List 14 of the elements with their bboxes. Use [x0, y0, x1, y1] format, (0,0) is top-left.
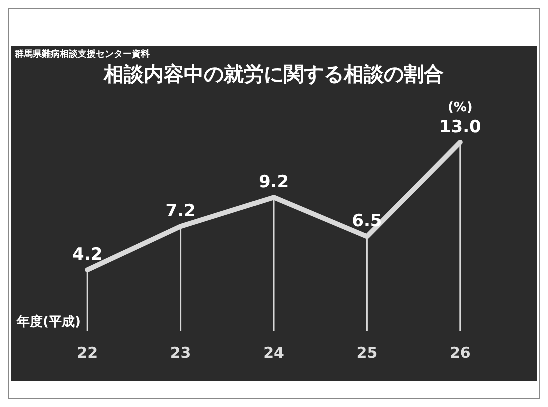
x-axis-title: 年度(平成) [16, 314, 81, 330]
data-label: 13.0 [439, 117, 482, 138]
x-tick-label: 23 [170, 344, 192, 362]
data-label: 4.2 [72, 245, 103, 266]
data-label: 6.5 [352, 212, 382, 232]
chart-title: 相談内容中の就労に関する相談の割合 [103, 62, 444, 86]
text: 群馬県難病相談支援センター資料 [14, 48, 150, 60]
x-tick-label: 24 [264, 344, 284, 362]
data-label: 7.2 [166, 202, 196, 222]
x-tick-label: 25 [356, 344, 378, 362]
x-tick-label: 22 [77, 344, 98, 362]
y-axis-title: (%) [448, 100, 473, 116]
data-label: 9.2 [258, 172, 290, 193]
x-tick-label: 26 [450, 344, 471, 362]
